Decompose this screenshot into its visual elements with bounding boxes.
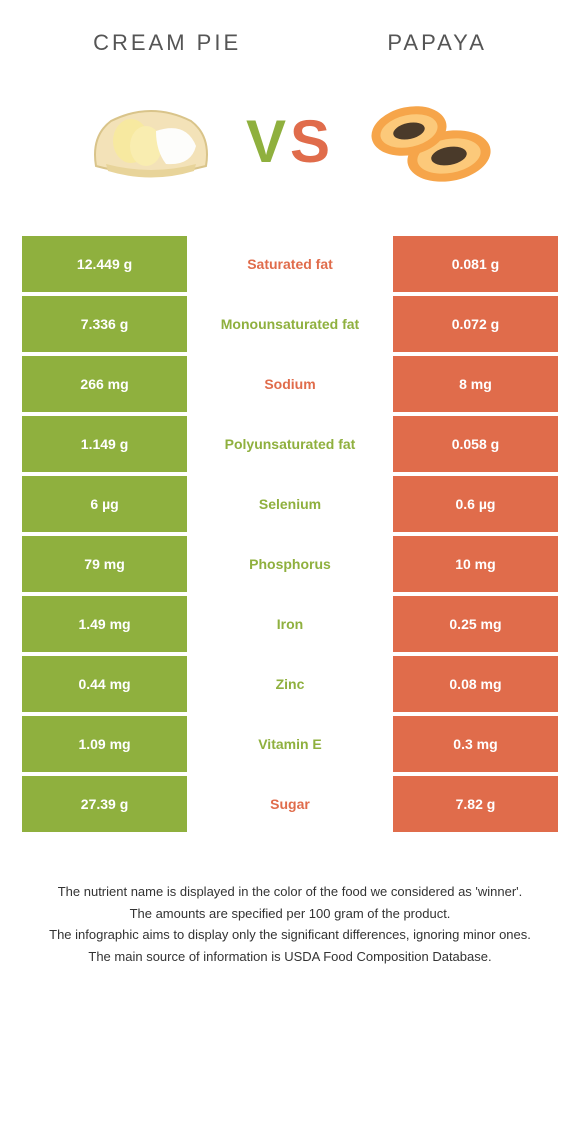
nutrient-label: Phosphorus	[191, 536, 389, 592]
vs-label: VS	[246, 107, 334, 176]
value-left: 7.336 g	[22, 296, 187, 352]
footer-line-2: The amounts are specified per 100 gram o…	[30, 904, 550, 924]
value-right: 0.25 mg	[393, 596, 558, 652]
value-left: 0.44 mg	[22, 656, 187, 712]
table-row: 266 mgSodium8 mg	[22, 356, 558, 412]
table-row: 27.39 gSugar7.82 g	[22, 776, 558, 832]
value-left: 1.149 g	[22, 416, 187, 472]
table-row: 1.149 gPolyunsaturated fat0.058 g	[22, 416, 558, 472]
value-left: 1.49 mg	[22, 596, 187, 652]
value-right: 0.3 mg	[393, 716, 558, 772]
nutrient-label: Sugar	[191, 776, 389, 832]
nutrient-label: Saturated fat	[191, 236, 389, 292]
value-right: 0.081 g	[393, 236, 558, 292]
value-right: 10 mg	[393, 536, 558, 592]
vs-v: V	[246, 107, 290, 176]
table-row: 7.336 gMonounsaturated fat0.072 g	[22, 296, 558, 352]
table-row: 79 mgPhosphorus10 mg	[22, 536, 558, 592]
value-left: 79 mg	[22, 536, 187, 592]
value-right: 7.82 g	[393, 776, 558, 832]
value-left: 12.449 g	[22, 236, 187, 292]
value-right: 0.08 mg	[393, 656, 558, 712]
table-row: 6 µgSelenium0.6 µg	[22, 476, 558, 532]
footer-line-4: The main source of information is USDA F…	[30, 947, 550, 967]
footer-notes: The nutrient name is displayed in the co…	[0, 832, 580, 988]
value-right: 0.058 g	[393, 416, 558, 472]
nutrient-label: Zinc	[191, 656, 389, 712]
comparison-table: 12.449 gSaturated fat0.081 g7.336 gMonou…	[0, 236, 580, 832]
value-left: 27.39 g	[22, 776, 187, 832]
footer-line-1: The nutrient name is displayed in the co…	[30, 882, 550, 902]
nutrient-label: Monounsaturated fat	[191, 296, 389, 352]
food2-title: Papaya	[387, 30, 487, 56]
value-right: 0.6 µg	[393, 476, 558, 532]
value-left: 1.09 mg	[22, 716, 187, 772]
table-row: 0.44 mgZinc0.08 mg	[22, 656, 558, 712]
value-right: 8 mg	[393, 356, 558, 412]
table-row: 1.49 mgIron0.25 mg	[22, 596, 558, 652]
header: Cream Pie Papaya	[0, 0, 580, 66]
vs-s: S	[290, 107, 334, 176]
footer-line-3: The infographic aims to display only the…	[30, 925, 550, 945]
value-left: 6 µg	[22, 476, 187, 532]
food1-image	[76, 86, 226, 196]
table-row: 1.09 mgVitamin E0.3 mg	[22, 716, 558, 772]
value-right: 0.072 g	[393, 296, 558, 352]
food1-title: Cream Pie	[93, 30, 241, 56]
nutrient-label: Selenium	[191, 476, 389, 532]
value-left: 266 mg	[22, 356, 187, 412]
nutrient-label: Sodium	[191, 356, 389, 412]
food2-image	[354, 86, 504, 196]
table-row: 12.449 gSaturated fat0.081 g	[22, 236, 558, 292]
nutrient-label: Vitamin E	[191, 716, 389, 772]
nutrient-label: Polyunsaturated fat	[191, 416, 389, 472]
nutrient-label: Iron	[191, 596, 389, 652]
vs-row: VS	[0, 66, 580, 236]
